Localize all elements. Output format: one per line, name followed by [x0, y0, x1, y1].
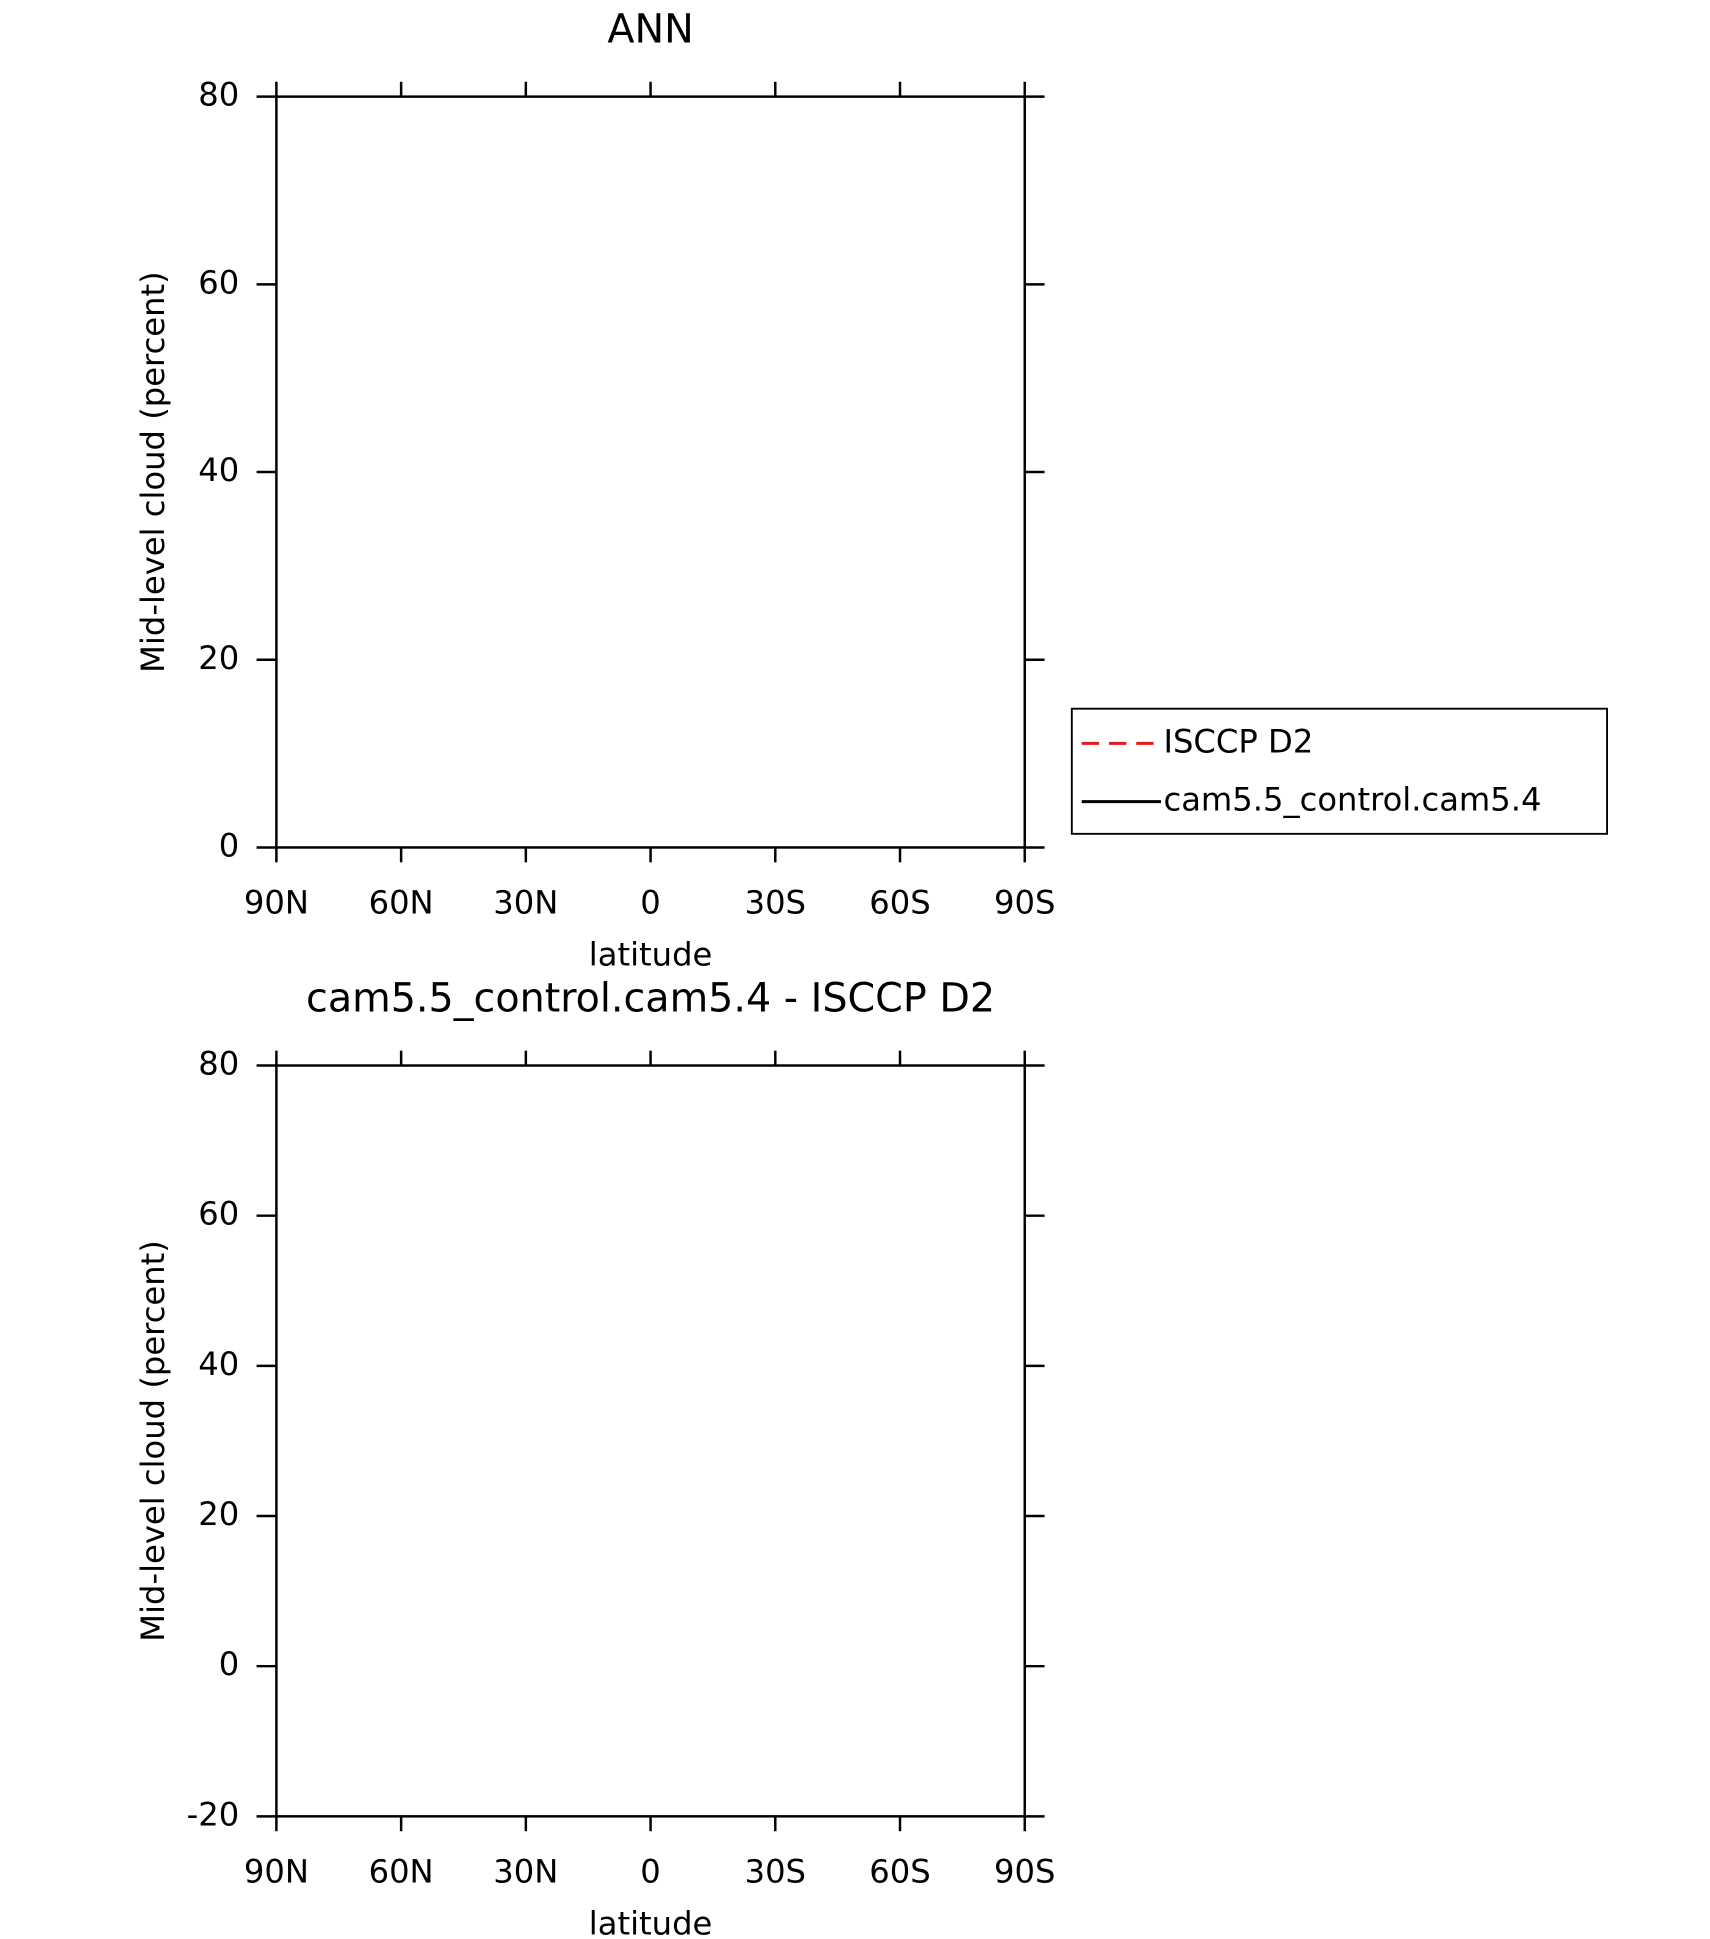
y-tick-label: 20 [198, 1495, 239, 1533]
x-axis-label: latitude [589, 1904, 713, 1939]
plot: ANN 0 20 40 60 80 90N 60N 30N 0 30S 60S 90S latitude M… [134, 7, 1608, 973]
plot-frame [275, 1064, 1026, 1818]
y-tick-label: 80 [198, 1045, 239, 1083]
x-tick-label: 60S [869, 883, 930, 921]
x-tick-label: 0 [640, 1852, 661, 1890]
x-tick-label: 30S [745, 883, 806, 921]
y-axis-label: Mid-level cloud (percent) [134, 1240, 172, 1642]
x-tick-label: 90N [244, 883, 309, 921]
x-tick-label: 60N [369, 883, 434, 921]
y-tick-label: 60 [198, 263, 239, 301]
x-tick-label: 60S [869, 1852, 930, 1890]
plot-frame [275, 95, 1026, 849]
y-axis-label: Mid-level cloud (percent) [134, 271, 172, 673]
legend-label: ISCCP D2 [1164, 722, 1314, 760]
plot: cam5.5_control.cam5.4 - ISCCP D2 -20 0 20 40… [134, 976, 1055, 1939]
y-tick-label: 20 [198, 639, 239, 677]
y-tick-label: 40 [198, 451, 239, 489]
x-tick-label: 90S [994, 1852, 1055, 1890]
x-tick-label: 0 [640, 883, 661, 921]
x-axis-label: latitude [589, 935, 713, 973]
y-tick-label: 0 [219, 826, 240, 864]
y-tick-label: -20 [187, 1795, 240, 1833]
x-tick-label: 60N [369, 1852, 434, 1890]
legend-frame [1070, 707, 1608, 835]
legend-label: cam5.5_control.cam5.4 [1164, 781, 1542, 819]
x-tick-label: 90N [244, 1852, 309, 1890]
chart-title: ANN [607, 7, 693, 53]
x-tick-label: 30N [493, 1852, 558, 1890]
x-tick-label: 90S [994, 883, 1055, 921]
y-tick-label: 80 [198, 76, 239, 114]
y-tick-label: 40 [198, 1345, 239, 1383]
x-tick-label: 30S [745, 1852, 806, 1890]
chart-title: cam5.5_control.cam5.4 - ISCCP D2 [306, 976, 995, 1022]
y-tick-label: 0 [219, 1645, 240, 1683]
x-tick-label: 30N [493, 883, 558, 921]
y-tick-label: 60 [198, 1195, 239, 1233]
